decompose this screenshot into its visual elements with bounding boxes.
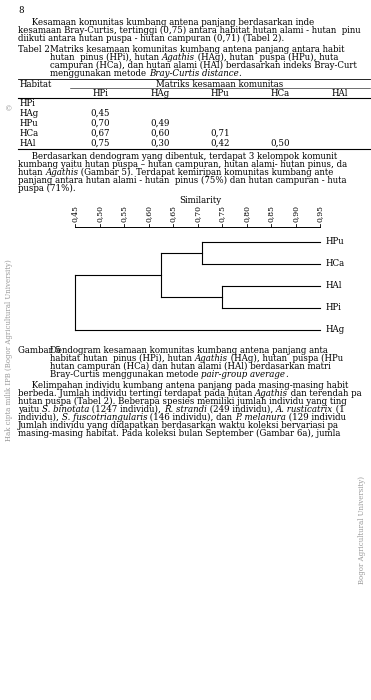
Text: (129 individu: (129 individu — [286, 413, 346, 422]
Text: menggunakan metode: menggunakan metode — [50, 69, 149, 78]
Text: hutan  pinus (HPi), hutan: hutan pinus (HPi), hutan — [50, 53, 162, 62]
Text: HPi: HPi — [92, 89, 108, 98]
Text: pair-group average: pair-group average — [201, 370, 285, 379]
Text: 0,45: 0,45 — [90, 109, 110, 118]
Text: HCa: HCa — [326, 260, 345, 269]
Text: Bray-Curtis menggunakan metode: Bray-Curtis menggunakan metode — [50, 370, 201, 379]
Text: HPi: HPi — [326, 304, 342, 312]
Text: hutan campuran (HCa) dan hutan alami (HAl) berdasarkan matri: hutan campuran (HCa) dan hutan alami (HA… — [50, 362, 331, 371]
Text: Kelimpahan individu kumbang antena panjang pada masing-masing habit: Kelimpahan individu kumbang antena panja… — [18, 381, 348, 390]
Text: 0,71: 0,71 — [210, 129, 230, 138]
Text: kumbang yaitu hutan puspa – hutan campuran, hutan alami- hutan pinus, da: kumbang yaitu hutan puspa – hutan campur… — [18, 160, 347, 169]
Text: Agathis: Agathis — [195, 354, 228, 363]
Text: Matriks kesamaan komunitas: Matriks kesamaan komunitas — [156, 80, 283, 89]
Text: (HAg), hutan  puspa (HPu: (HAg), hutan puspa (HPu — [228, 354, 343, 363]
Text: 0,67: 0,67 — [90, 129, 110, 138]
Text: 0,55: 0,55 — [120, 205, 128, 222]
Text: 0,75: 0,75 — [90, 139, 110, 148]
Text: 0,45: 0,45 — [71, 205, 79, 222]
Text: HCa: HCa — [20, 129, 39, 138]
Text: Similarity: Similarity — [179, 196, 221, 205]
Text: Bray-Curtis distance: Bray-Curtis distance — [149, 69, 239, 78]
Text: Tabel 2: Tabel 2 — [18, 45, 50, 54]
Text: 0,70: 0,70 — [194, 205, 201, 222]
Text: puspa (71%).: puspa (71%). — [18, 184, 76, 193]
Text: .: . — [285, 370, 288, 379]
Text: HPu: HPu — [20, 119, 39, 128]
Text: campuran (HCa), dan hutan alami (HAl) berdasarkan indeks Bray-Curt: campuran (HCa), dan hutan alami (HAl) be… — [50, 61, 357, 70]
Text: habitat hutan  pinus (HPi), hutan: habitat hutan pinus (HPi), hutan — [50, 354, 195, 363]
Text: .: . — [239, 69, 242, 78]
Text: 0,60: 0,60 — [150, 129, 170, 138]
Text: 0,30: 0,30 — [150, 139, 170, 148]
Text: HAg: HAg — [326, 326, 345, 335]
Text: dan terendah pa: dan terendah pa — [288, 389, 362, 398]
Text: HAg: HAg — [20, 109, 39, 118]
Text: Gambar 5: Gambar 5 — [18, 346, 61, 355]
Text: Habitat: Habitat — [20, 80, 52, 89]
Text: Jumlah individu yang didapatkan berdasarkan waktu koleksi bervariasi pa: Jumlah individu yang didapatkan berdasar… — [18, 421, 339, 430]
Text: Agathis: Agathis — [255, 389, 288, 398]
Text: (1247 individu),: (1247 individu), — [89, 405, 164, 414]
Text: 0,90: 0,90 — [292, 205, 299, 222]
Text: Bogor Agricultural University): Bogor Agricultural University) — [358, 476, 366, 584]
Text: 0,75: 0,75 — [218, 205, 226, 222]
Text: 0,70: 0,70 — [90, 119, 110, 128]
Text: panjang antara hutan alami - hutan  pinus (75%) dan hutan campuran - huta: panjang antara hutan alami - hutan pinus… — [18, 176, 347, 185]
Text: HAl: HAl — [326, 281, 342, 290]
Text: individu),: individu), — [18, 413, 62, 422]
Text: 0,95: 0,95 — [316, 205, 324, 222]
Text: HPu: HPu — [326, 237, 345, 246]
Text: (249 individu),: (249 individu), — [207, 405, 276, 414]
Text: HCa: HCa — [270, 89, 289, 98]
Text: Kesamaan komunitas kumbang antena panjang berdasarkan inde: Kesamaan komunitas kumbang antena panjan… — [18, 18, 314, 27]
Text: HPi: HPi — [20, 99, 36, 108]
Text: 0,50: 0,50 — [270, 139, 290, 148]
Text: Dendogram kesamaan komunitas kumbang antena panjang anta: Dendogram kesamaan komunitas kumbang ant… — [50, 346, 328, 355]
Text: (146 individu), dan: (146 individu), dan — [147, 413, 235, 422]
Text: kesamaan Bray-Curtis, tertinggi (0,75) antara habitat hutan alami - hutan  pinu: kesamaan Bray-Curtis, tertinggi (0,75) a… — [18, 26, 361, 35]
Text: 0,80: 0,80 — [243, 205, 250, 222]
Text: 8: 8 — [18, 6, 24, 15]
Text: HAl: HAl — [332, 89, 348, 98]
Text: (HAg), hutan  puspa (HPu), huta: (HAg), hutan puspa (HPu), huta — [195, 53, 338, 62]
Text: (1: (1 — [333, 405, 345, 414]
Text: berbeda. Jumlah individu tertingi terdapat pada hutan: berbeda. Jumlah individu tertingi terdap… — [18, 389, 255, 398]
Text: S. binotata: S. binotata — [42, 405, 89, 414]
Text: Agathis: Agathis — [162, 53, 195, 62]
Text: P. melanura: P. melanura — [235, 413, 286, 422]
Text: S. fuscotriangularis: S. fuscotriangularis — [62, 413, 147, 422]
Text: A. rusticatrix: A. rusticatrix — [276, 405, 333, 414]
Text: Hak cipta milik IPB (Bogor Agricultural University): Hak cipta milik IPB (Bogor Agricultural … — [5, 259, 13, 441]
Text: hutan puspa (Tabel 2). Beberapa spesies memiliki jumlah individu yang ting: hutan puspa (Tabel 2). Beberapa spesies … — [18, 397, 347, 406]
Text: ©: © — [5, 105, 13, 113]
Text: 0,49: 0,49 — [150, 119, 170, 128]
Text: R. strandi: R. strandi — [164, 405, 207, 414]
Text: 0,65: 0,65 — [169, 205, 177, 222]
Text: 0,85: 0,85 — [267, 205, 275, 222]
Text: HPu: HPu — [211, 89, 229, 98]
Text: masing-masing habitat. Pada koleksi bulan September (Gambar 6a), jumla: masing-masing habitat. Pada koleksi bula… — [18, 429, 340, 438]
Text: (Gambar 5). Terdapat kemiripan komunitas kumbang ante: (Gambar 5). Terdapat kemiripan komunitas… — [78, 168, 334, 177]
Text: 0,50: 0,50 — [95, 205, 104, 222]
Text: Matriks kesamaan komunitas kumbang antena panjang antara habit: Matriks kesamaan komunitas kumbang anten… — [50, 45, 345, 54]
Text: HAl: HAl — [20, 139, 36, 148]
Text: Berdasarkan dendogram yang dibentuk, terdapat 3 kelompok komunit: Berdasarkan dendogram yang dibentuk, ter… — [18, 152, 337, 161]
Text: 0,60: 0,60 — [144, 205, 152, 222]
Text: 0,42: 0,42 — [210, 139, 230, 148]
Text: HAg: HAg — [150, 89, 170, 98]
Text: yaitu: yaitu — [18, 405, 42, 414]
Text: diikuti antara hutan puspa - hutan campuran (0,71) (Tabel 2).: diikuti antara hutan puspa - hutan campu… — [18, 34, 284, 43]
Text: hutan: hutan — [18, 168, 45, 177]
Text: Agathis: Agathis — [45, 168, 78, 177]
